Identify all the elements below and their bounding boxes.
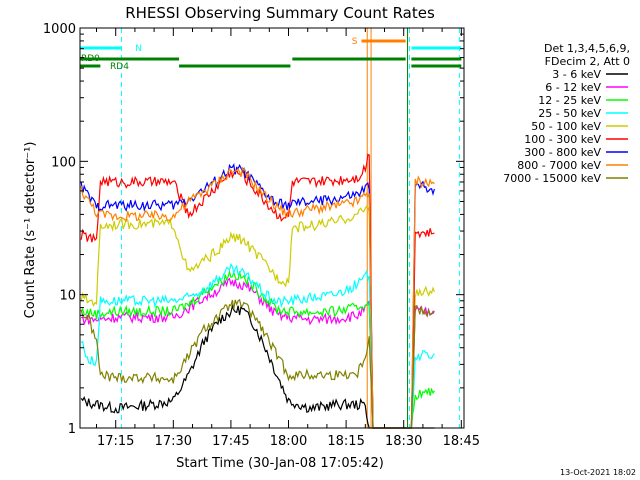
legend-label: 50 - 100 keV (531, 120, 601, 133)
x-tick-label: 17:15 (97, 434, 134, 449)
flag-bars: N S RD0 RD4 (80, 37, 462, 72)
legend: Det 1,3,4,5,6,9,FDecim 2, Att 03 - 6 keV… (503, 42, 630, 185)
axes: 1 10 100 1000 17:15 17:30 17:45 18:00 18:15 18:30… (43, 22, 480, 449)
x-tick-label: 17:45 (212, 434, 249, 449)
flag-label-rd4: RD4 (110, 62, 129, 72)
x-tick-label: 18:15 (327, 434, 364, 449)
flag-label-rd0: RD0 (81, 54, 100, 64)
flag-label-n: N (135, 44, 142, 54)
y-tick-label: 1 (68, 422, 76, 437)
y-tick-label: 10 (59, 289, 76, 304)
legend-label: 6 - 12 keV (545, 81, 601, 94)
chart-title: RHESSI Observing Summary Count Rates (125, 4, 435, 22)
y-axis-label: Count Rate (s⁻¹ detector⁻¹) (23, 142, 38, 319)
time-markers (120, 28, 460, 428)
legend-label: 300 - 800 keV (524, 146, 601, 159)
y-tick-label: 100 (51, 155, 76, 170)
legend-label: 25 - 50 keV (538, 107, 601, 120)
legend-label: 7000 - 15000 keV (503, 172, 601, 185)
generated-date: 13-Oct-2021 18:02 (560, 468, 636, 477)
x-tick-label: 18:30 (385, 434, 422, 449)
x-tick-label: 18:00 (270, 434, 307, 449)
flag-label-s: S (352, 37, 358, 47)
legend-label: 800 - 7000 keV (517, 159, 601, 172)
legend-header: Det 1,3,4,5,6,9, (544, 42, 630, 55)
y-tick-label: 1000 (43, 22, 76, 37)
x-axis-label: Start Time (30-Jan-08 17:05:42) (176, 456, 384, 471)
legend-label: 3 - 6 keV (552, 68, 601, 81)
legend-label: 100 - 300 keV (524, 133, 601, 146)
plot-frame (79, 27, 465, 429)
legend-label: 12 - 25 keV (538, 94, 601, 107)
legend-header: FDecim 2, Att 0 (545, 55, 630, 68)
x-tick-label: 18:45 (443, 434, 480, 449)
x-tick-label: 17:30 (155, 434, 192, 449)
